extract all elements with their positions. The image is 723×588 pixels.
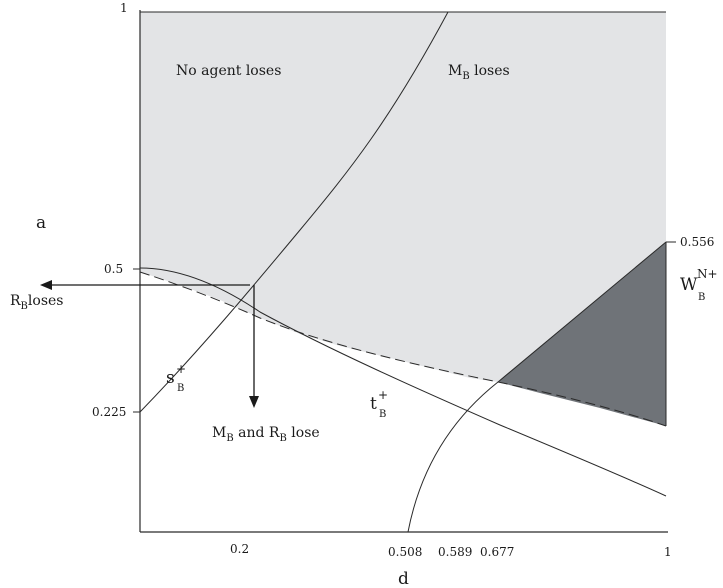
- x-tick-0-2: 0.2: [230, 542, 249, 556]
- both-m-sub: B: [226, 433, 233, 444]
- rb-loses-rest: loses: [28, 293, 64, 309]
- x-tick-0-589: 0.589: [438, 545, 472, 559]
- shaded-region-wbn: [498, 242, 666, 426]
- rb-loses-main: R: [10, 293, 21, 309]
- y-tick-0-5: 0.5: [104, 262, 123, 276]
- t-main: t: [370, 394, 377, 414]
- label-t-b-plus: t + B: [370, 388, 388, 420]
- y-tick-1: 1: [120, 1, 128, 15]
- shaded-region-no-agent-loses: [140, 12, 666, 382]
- s-sub: B: [177, 383, 184, 394]
- curve-w-boundary: [407, 381, 499, 533]
- dashed-boundary: [139, 271, 667, 427]
- w-main: W: [680, 275, 698, 295]
- x-tick-0-677: 0.677: [480, 545, 514, 559]
- x-tick-1: 1: [664, 545, 672, 559]
- mb-loses-main: M: [448, 63, 462, 79]
- label-w-b-n-plus: W N+ B: [680, 267, 718, 303]
- label-s-b-plus: s + B: [166, 362, 186, 394]
- right-tick-0-556: 0.556: [680, 235, 714, 249]
- s-main: s: [166, 368, 175, 388]
- x-axis-label: d: [398, 569, 409, 588]
- mb-rb-lose-arrowhead: [249, 396, 259, 408]
- w-boundary-upper: [497, 241, 667, 383]
- label-mb-and-rb-lose: MB and RB lose: [212, 425, 320, 444]
- both-mid: and R: [234, 425, 280, 441]
- mb-loses-rest: loses: [470, 63, 510, 79]
- both-r-sub: B: [279, 433, 286, 444]
- x-tick-0-508: 0.508: [388, 545, 422, 559]
- y-axis-label: a: [36, 213, 46, 233]
- mb-loses-sub: B: [462, 71, 469, 82]
- both-m: M: [212, 425, 226, 441]
- t-sub: B: [379, 409, 386, 420]
- label-rb-loses: RBloses: [10, 293, 63, 312]
- w-sup: N+: [697, 267, 718, 281]
- s-sup: +: [176, 362, 186, 376]
- both-rest: lose: [287, 425, 320, 441]
- label-no-agent-loses: No agent loses: [176, 63, 281, 79]
- rb-loses-sub: B: [21, 301, 28, 312]
- y-tick-0-225: 0.225: [92, 405, 126, 419]
- label-mb-loses: MB loses: [448, 63, 510, 82]
- curve-s-b-plus: [139, 11, 449, 413]
- w-sub: B: [698, 292, 705, 303]
- t-sup: +: [378, 388, 388, 402]
- rb-loses-arrowhead: [40, 280, 52, 290]
